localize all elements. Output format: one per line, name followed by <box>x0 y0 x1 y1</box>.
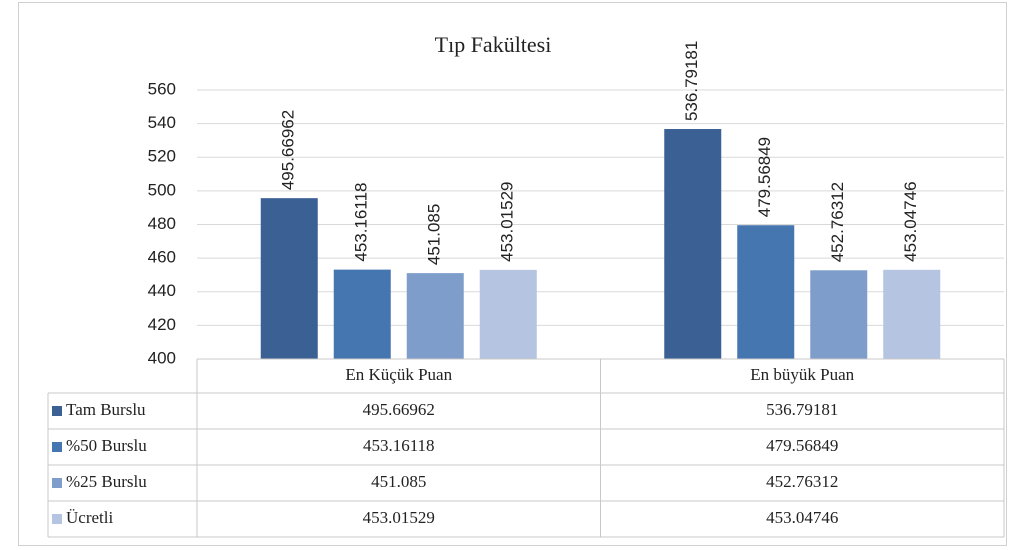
value-label: 451.085 <box>425 204 444 265</box>
value-label: 453.01529 <box>498 181 517 261</box>
bar <box>737 225 795 359</box>
value-label: 495.66962 <box>279 110 298 190</box>
legend-key <box>52 478 62 488</box>
table-cell: 452.76312 <box>766 472 838 491</box>
y-tick-label: 420 <box>148 315 176 334</box>
bar <box>479 269 537 359</box>
y-tick-label: 440 <box>148 281 176 300</box>
legend-label: Tam Burslu <box>66 400 146 419</box>
value-label: 453.16118 <box>352 183 371 262</box>
y-tick-label: 460 <box>148 248 176 267</box>
legend-key <box>52 406 62 416</box>
x-tick-label: En Küçük Puan <box>345 365 452 384</box>
table-cell: 453.01529 <box>363 508 435 527</box>
value-label: 479.56849 <box>755 137 774 217</box>
bar <box>664 129 722 359</box>
table-cell: 453.04746 <box>766 508 838 527</box>
bar <box>810 270 868 359</box>
legend-label: %50 Burslu <box>66 436 147 455</box>
table-cell: 536.79181 <box>766 400 838 419</box>
legend-key <box>52 514 62 524</box>
table-cell: 453.16118 <box>363 436 435 455</box>
bar <box>333 269 391 359</box>
legend-key <box>52 442 62 452</box>
chart-title: Tıp Fakültesi <box>435 32 552 57</box>
legend-label: Ücretli <box>66 508 113 527</box>
table-cell: 479.56849 <box>766 436 838 455</box>
bar <box>406 273 464 359</box>
value-label: 452.76312 <box>828 182 847 262</box>
y-tick-label: 500 <box>148 180 176 199</box>
bar <box>883 269 941 359</box>
y-tick-label: 520 <box>148 147 176 166</box>
value-label: 536.79181 <box>682 41 701 121</box>
table-cell: 451.085 <box>371 472 426 491</box>
x-tick-label: En büyük Puan <box>750 365 854 384</box>
table-cell: 495.66962 <box>363 400 435 419</box>
y-tick-label: 480 <box>148 214 176 233</box>
value-label: 453.04746 <box>901 181 920 261</box>
y-tick-label: 540 <box>148 113 176 132</box>
y-tick-label: 560 <box>148 79 176 98</box>
bar <box>260 198 318 359</box>
legend-label: %25 Burslu <box>66 472 147 491</box>
y-tick-label: 400 <box>148 348 176 367</box>
